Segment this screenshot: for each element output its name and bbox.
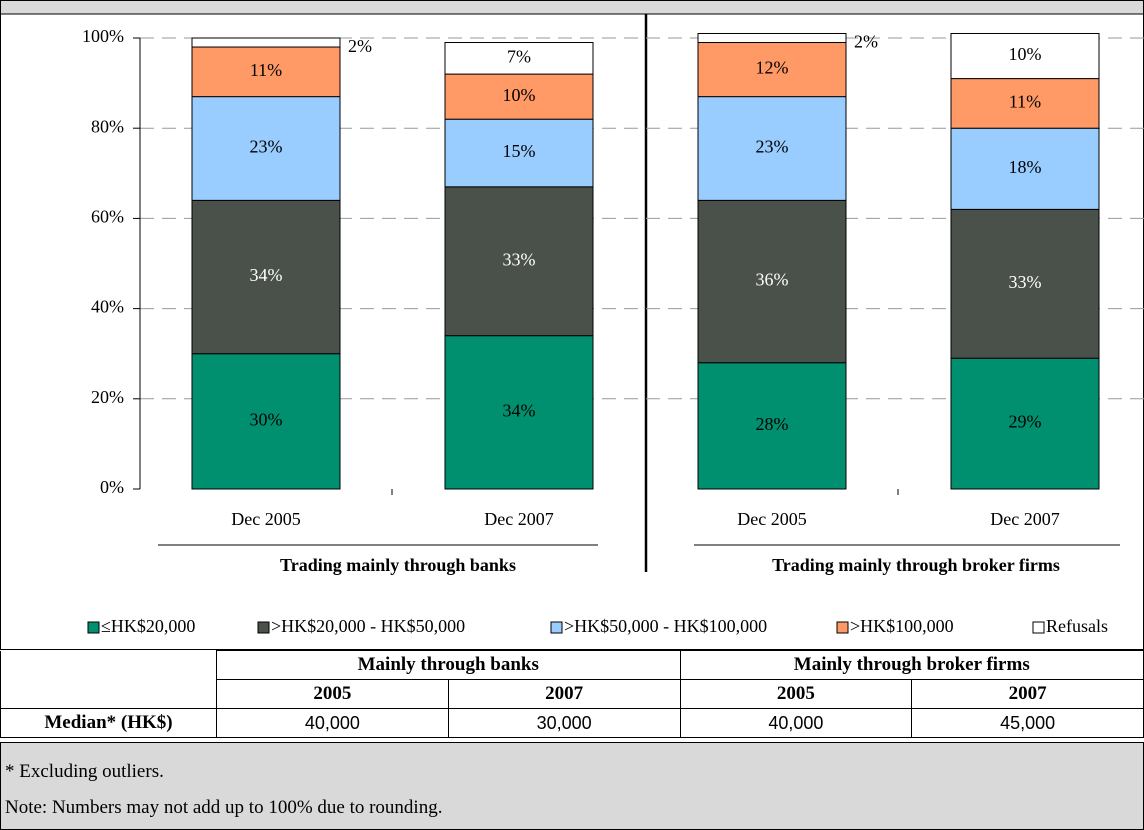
data-label: 15% [503,141,536,161]
y-tick-label: 40% [91,297,124,317]
data-label: 2% [348,36,372,56]
footnote: Note: Numbers may not add up to 100% due… [5,797,443,818]
data-label: 36% [756,270,789,290]
footnotes: * Excluding outliers. Note: Numbers may … [0,742,1144,830]
bar-segment [697,32,847,44]
data-label: 23% [756,137,789,157]
table-value: 30,000 [447,708,681,738]
empty-cell [0,679,217,709]
data-label: 7% [507,46,531,66]
bar-segment [697,362,847,490]
table-year: 2005 [216,679,449,709]
bar-segment [950,78,1100,129]
table-year: 2007 [911,679,1144,709]
data-label: 29% [1009,412,1042,432]
bar-segment [950,32,1100,80]
bar-segment [191,37,341,48]
x-tick-label: Dec 2007 [990,509,1059,529]
legend-swatch [1032,621,1045,634]
data-label: 34% [250,265,283,285]
x-tick-label: Dec 2007 [484,509,553,529]
bar-segment [697,96,847,201]
table-group: Mainly through broker firms [679,650,1144,680]
y-tick-label: 60% [91,207,124,227]
data-label: 28% [756,414,789,434]
legend-swatch [87,621,100,634]
y-tick-label: 100% [82,26,124,46]
bar-segment [950,127,1100,210]
y-tick-label: 80% [91,116,124,136]
table-year: 2007 [447,679,681,709]
data-label: 11% [1009,92,1041,112]
data-label: 34% [503,400,536,420]
data-label: 10% [503,85,536,105]
footnote: * Excluding outliers. [5,761,164,782]
row-label: Median* (HK$) [0,708,217,738]
header-band [0,0,1144,14]
legend-swatch [550,621,563,634]
x-tick-label: Dec 2005 [231,509,300,529]
table-value: 40,000 [216,708,449,738]
bar-segment [444,42,594,75]
table-year: 2005 [679,679,913,709]
y-tick-label: 0% [100,477,124,497]
bar-segment [697,42,847,98]
legend-label: Refusals [1046,616,1108,636]
bar-segment [950,208,1100,359]
x-tick-label: Dec 2005 [737,509,806,529]
chart: Trading mainly through banks Trading mai… [0,0,1144,650]
bar-segment [191,199,341,355]
y-tick-label: 20% [91,387,124,407]
bar-segment [950,357,1100,490]
legend-swatch [257,621,270,634]
group-label: Trading mainly through broker firms [772,555,1060,575]
bar-segment [697,199,847,364]
data-label: 33% [1009,272,1042,292]
legend-swatch [836,621,849,634]
bar-segment [444,186,594,337]
table-value: 45,000 [911,708,1144,738]
group-label: Trading mainly through banks [280,555,516,575]
data-label: 12% [756,58,789,78]
data-label: 11% [250,60,282,80]
data-label: 10% [1009,44,1042,64]
data-label: 2% [854,32,878,52]
data-label: 30% [250,409,283,429]
table-group: Mainly through banks [216,650,681,680]
bar-segment [191,353,341,490]
bar-segment [444,118,594,188]
bar-segment [444,73,594,120]
legend-label: >HK$100,000 [850,616,954,636]
data-label: 18% [1009,157,1042,177]
bar-segment [191,96,341,201]
data-label: 23% [250,137,283,157]
legend-label: ≤HK$20,000 [101,616,195,636]
bar-segment [191,46,341,98]
table-value: 40,000 [679,708,913,738]
median-table: Mainly through banks Mainly through brok… [0,650,1144,738]
empty-cell [0,650,217,680]
data-label: 33% [503,249,536,269]
legend-label: >HK$20,000 - HK$50,000 [271,616,465,636]
legend-label: >HK$50,000 - HK$100,000 [564,616,767,636]
